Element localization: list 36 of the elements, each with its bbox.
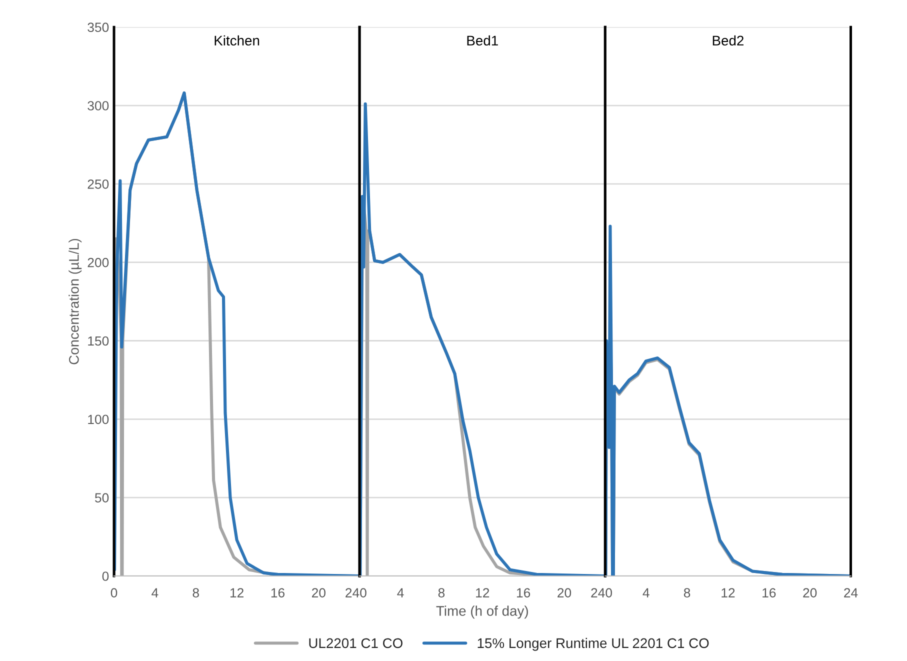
x-tick-label: 24 (844, 588, 858, 598)
y-tick-label: 50 (95, 493, 109, 502)
x-tick-label: 4 (152, 588, 158, 598)
x-tick-label: 16 (271, 588, 284, 598)
x-tick-label: 4 (397, 588, 404, 598)
x-tick-label: 24 (346, 588, 360, 598)
chart-title: Kitchen (214, 35, 260, 46)
y-tick-label: 350 (88, 22, 109, 32)
x-tick-label: 20 (803, 588, 817, 598)
x-tick-label: 0 (110, 588, 118, 598)
x-tick-label: 24 (591, 588, 605, 598)
x-tick-label: 0 (360, 588, 366, 598)
x-tick-label: 12 (722, 588, 735, 598)
chart-title: Bed1 (467, 35, 498, 46)
x-tick-label: 8 (684, 588, 690, 598)
x-tick-label: 12 (476, 588, 490, 598)
y-tick-label: 250 (88, 179, 109, 189)
legend-label: UL2201 C1 CO (309, 638, 402, 648)
x-tick-label: 20 (312, 588, 326, 598)
x-tick-label: 8 (438, 588, 445, 598)
y-tick-label: 100 (88, 414, 109, 424)
y-tick-label: 150 (88, 336, 109, 346)
x-tick-label: 4 (642, 588, 650, 598)
y-tick-label: 200 (88, 258, 109, 268)
x-tick-label: 8 (192, 588, 199, 598)
x-tick-label: 20 (558, 588, 572, 598)
x-axis-title: Time (h of day) (436, 606, 528, 619)
chart-title: Bed2 (712, 35, 744, 46)
y-tick-label: 0 (102, 572, 109, 581)
x-tick-label: 12 (230, 588, 244, 598)
legend-label: 15% Longer Runtime UL 2201 C1 CO (478, 638, 709, 651)
y-axis-title: Concentration (µL/L) (68, 238, 82, 364)
x-tick-label: 0 (606, 588, 612, 598)
y-tick-label: 300 (88, 101, 109, 110)
x-tick-label: 16 (762, 588, 776, 598)
x-tick-label: 16 (516, 588, 530, 598)
